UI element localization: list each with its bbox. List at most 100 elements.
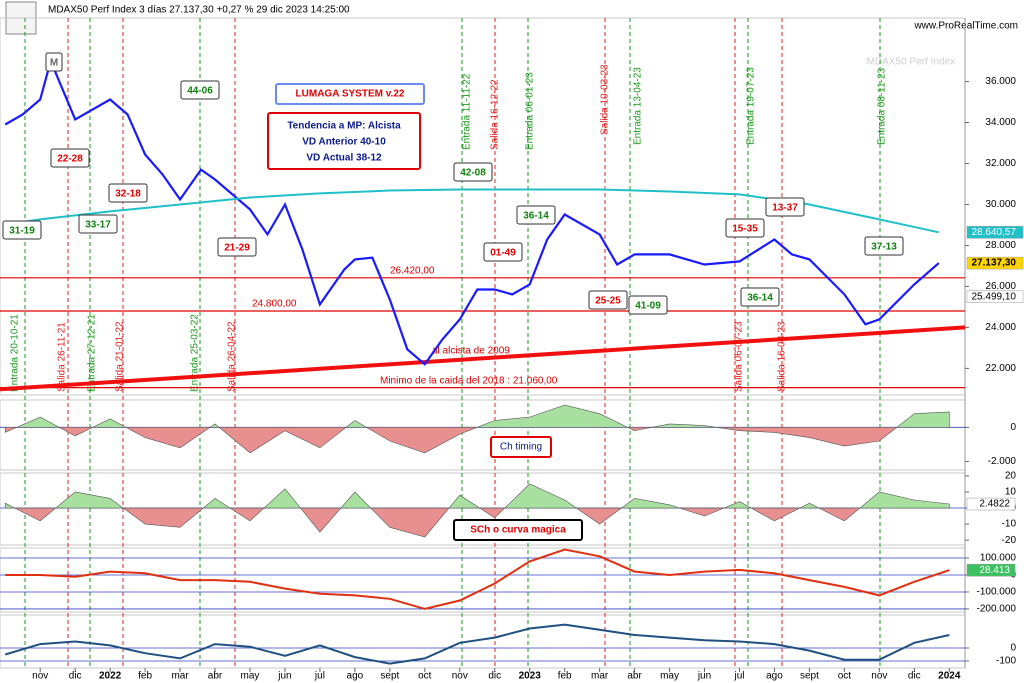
y-tick-label: -20 bbox=[1002, 535, 1017, 546]
signal-box bbox=[78, 214, 118, 234]
signal-box bbox=[740, 287, 780, 307]
signal-box bbox=[2, 220, 42, 240]
x-tick-label: mar bbox=[591, 671, 609, 682]
y-tick-label: 30.000 bbox=[985, 199, 1016, 210]
x-tick-label: ago bbox=[347, 671, 364, 682]
price-label: 25.499,10 bbox=[972, 291, 1017, 302]
signal-box-label: 13-37 bbox=[772, 203, 798, 214]
y-tick-label: 36.000 bbox=[985, 76, 1016, 87]
y-tick-label: -2.000 bbox=[988, 456, 1017, 467]
last-value: 28.413 bbox=[979, 565, 1010, 576]
signal-label: Salida 16-08-23 bbox=[777, 321, 788, 392]
signal-box bbox=[45, 52, 63, 72]
source: www.ProRealTime.com bbox=[913, 21, 1018, 32]
panel-label-box bbox=[453, 519, 583, 541]
y-tick-label: 26.000 bbox=[985, 281, 1016, 292]
oscillator-area bbox=[4, 404, 950, 428]
signal-box bbox=[180, 80, 220, 100]
last-value-box bbox=[966, 497, 1016, 511]
panel-label-box bbox=[490, 436, 552, 458]
signal-box-label: 25-25 bbox=[595, 296, 621, 307]
info-line: VD Anterior 40-10 bbox=[302, 137, 386, 148]
signal-box-label: 44-06 bbox=[187, 86, 213, 97]
signal-box bbox=[628, 295, 668, 315]
last-value-box bbox=[966, 563, 1016, 577]
signal-box-label: 15-35 bbox=[732, 224, 758, 235]
x-tick-label: sept bbox=[380, 671, 399, 682]
signal-box-label: 37-13 bbox=[871, 242, 897, 253]
y-tick-label: -100 bbox=[996, 656, 1016, 667]
price-line bbox=[4, 57, 940, 366]
signal-label: Salida 21-01-22 bbox=[115, 321, 126, 392]
signal-box bbox=[516, 205, 556, 225]
signal-box-label: M bbox=[50, 58, 58, 69]
price-label-box bbox=[966, 226, 1024, 239]
system-box bbox=[275, 83, 425, 105]
y-tick-label: 28.000 bbox=[985, 240, 1016, 251]
level-label: Minimo de la caida del 2018 : 21.060,00 bbox=[380, 375, 558, 386]
price-label: 27.137,30 bbox=[972, 258, 1017, 269]
signal-box-label: 21-29 bbox=[224, 243, 250, 254]
signal-box-label: 33-17 bbox=[85, 220, 111, 231]
panel-label: Ch timing bbox=[500, 442, 542, 453]
trendline bbox=[0, 325, 966, 392]
x-tick-label: abr bbox=[627, 671, 642, 682]
signal-box-label: 32-18 bbox=[115, 189, 141, 200]
signal-label: Entrada 27-12-21 bbox=[87, 314, 98, 392]
signal-box bbox=[483, 242, 523, 262]
signal-box bbox=[864, 236, 904, 256]
x-tick-label: jun bbox=[697, 671, 711, 682]
x-tick-label: dic bbox=[908, 671, 921, 682]
x-tick-label: jul bbox=[314, 671, 325, 682]
signal-box-label: 22-28 bbox=[57, 154, 83, 165]
oscillator-area bbox=[4, 508, 950, 538]
signal-box-label: 36-14 bbox=[523, 211, 549, 222]
signal-label: Entrada 19-07-23 bbox=[746, 67, 757, 145]
y-tick-label: 0 bbox=[1010, 422, 1016, 433]
x-tick-label: mar bbox=[171, 671, 189, 682]
x-tick-label: dic bbox=[488, 671, 501, 682]
y-tick-label: -100.000 bbox=[977, 587, 1017, 598]
signal-box bbox=[217, 237, 257, 257]
y-tick-label: 22.000 bbox=[985, 363, 1016, 374]
level-label: 24.800,00 bbox=[252, 299, 297, 310]
signal-label: Entrada 06-01-23 bbox=[525, 72, 536, 150]
signal-box-label: 36-14 bbox=[747, 293, 773, 304]
price-label-box bbox=[966, 290, 1024, 303]
y-tick-label: 10 bbox=[1005, 487, 1017, 498]
info-line: VD Actual 38-12 bbox=[306, 153, 382, 164]
signal-label: Entrada 08-11-23 bbox=[877, 67, 888, 145]
signal-label: Entrada 13-04-23 bbox=[633, 67, 644, 145]
x-tick-label: oct bbox=[418, 671, 432, 682]
price-label: 28.640,57 bbox=[972, 227, 1017, 238]
y-tick-label: 34.000 bbox=[985, 117, 1016, 128]
x-tick-label: 2024 bbox=[938, 671, 961, 682]
signal-label: Salida 06-07-23 bbox=[734, 321, 745, 392]
signal-label: Salida 10-03-23 bbox=[600, 64, 611, 135]
x-tick-label: dic bbox=[69, 671, 82, 682]
x-tick-label: nov bbox=[452, 671, 468, 682]
signal-box-label: 42-08 bbox=[460, 168, 486, 179]
y-tick-label: 20 bbox=[1005, 471, 1017, 482]
oscillator-area bbox=[4, 483, 950, 509]
info-line: Tendencia a MP: Alcista bbox=[287, 121, 401, 132]
x-tick-label: 2022 bbox=[99, 671, 122, 682]
signal-label: Salida 26-04-22 bbox=[227, 321, 238, 392]
x-tick-label: may bbox=[660, 671, 679, 682]
y-tick-label: -10 bbox=[1002, 519, 1017, 530]
system-title: LUMAGA SYSTEM v.22 bbox=[296, 89, 405, 100]
signal-box bbox=[588, 290, 628, 310]
oscillator-line bbox=[4, 623, 950, 665]
x-tick-label: nov bbox=[871, 671, 887, 682]
oscillator-area bbox=[4, 427, 950, 454]
signal-box-label: 01-49 bbox=[490, 248, 516, 259]
y-tick-label: 32.000 bbox=[985, 158, 1016, 169]
signal-box bbox=[453, 162, 493, 182]
info-box bbox=[267, 112, 421, 170]
x-tick-label: may bbox=[241, 671, 260, 682]
x-tick-label: nov bbox=[32, 671, 48, 682]
x-tick-label: oct bbox=[838, 671, 852, 682]
x-tick-label: jul bbox=[733, 671, 744, 682]
level-label: 26.420,00 bbox=[390, 265, 435, 276]
